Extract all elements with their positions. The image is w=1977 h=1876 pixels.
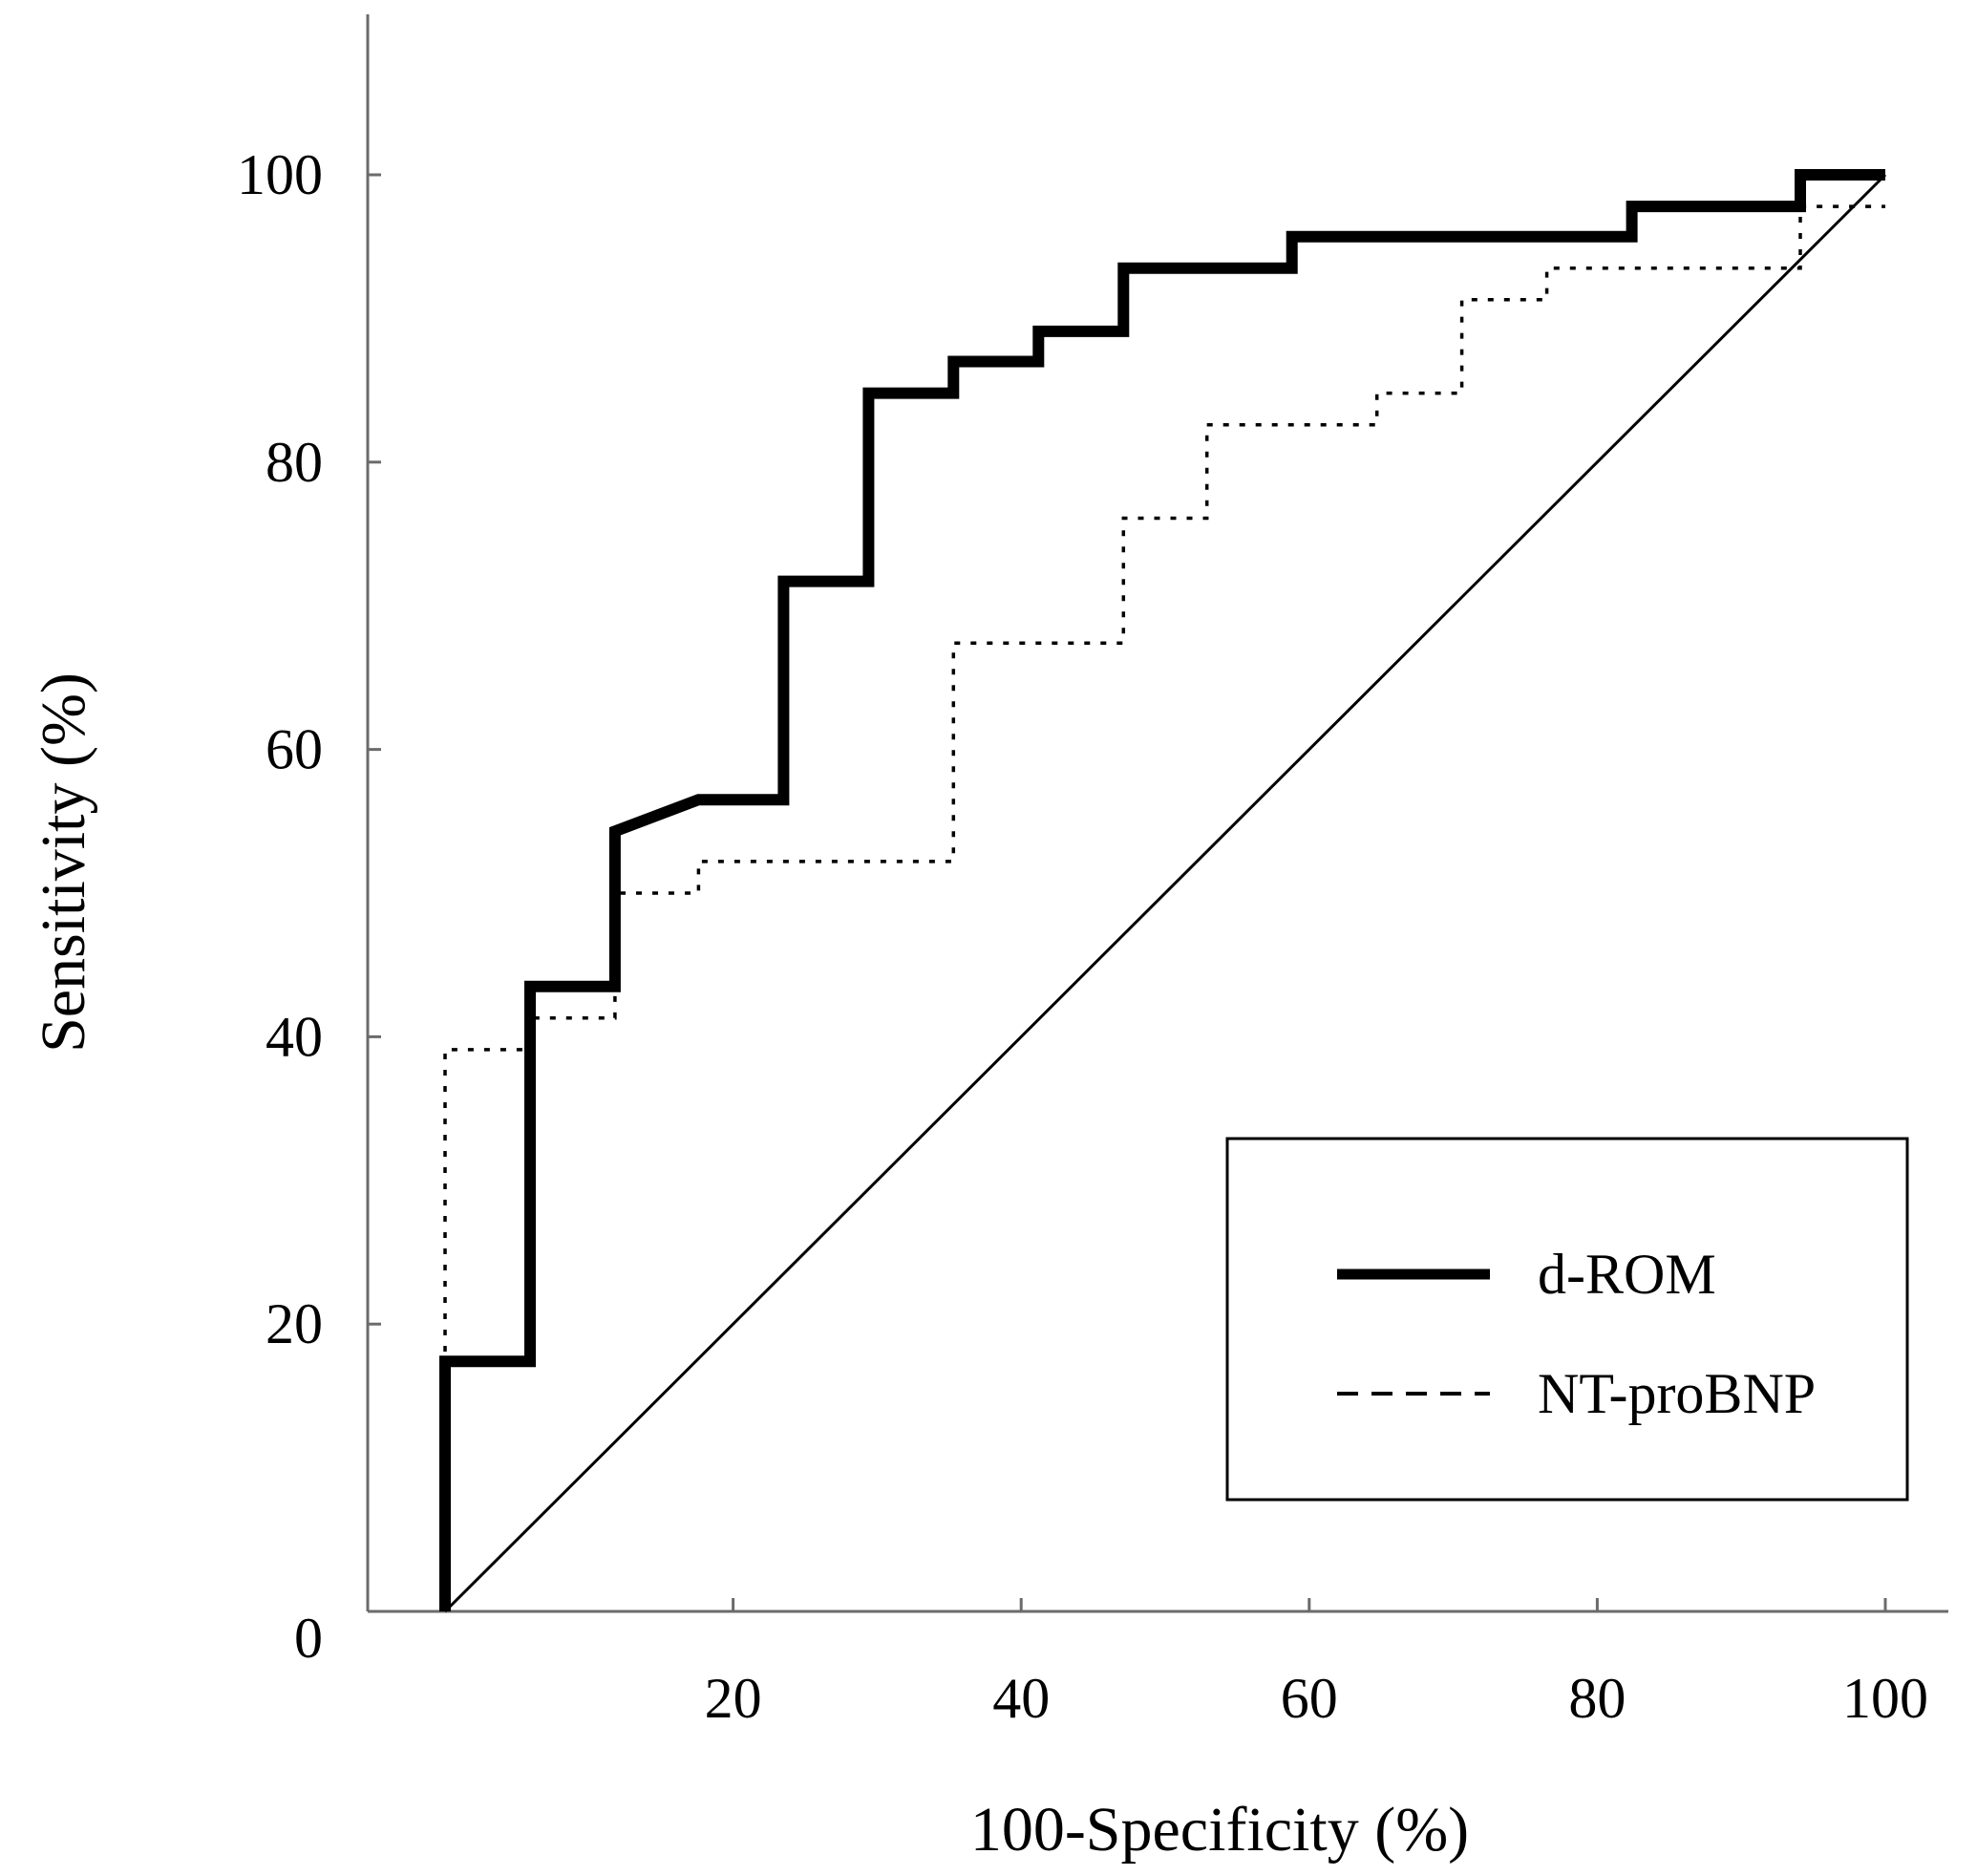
y-tick-label: 40 <box>266 1005 323 1068</box>
x-axis-title: 100-Specificity (%) <box>970 1795 1469 1865</box>
legend-label-d-rom: d-ROM <box>1538 1243 1716 1306</box>
x-tick-label: 100 <box>1842 1667 1928 1730</box>
x-tick-label: 80 <box>1568 1667 1626 1730</box>
series-layer <box>439 169 1887 1613</box>
series-line-reference <box>443 173 1887 1613</box>
series-line-d-rom <box>439 169 1885 1611</box>
y-axis-title: Sensitivity (%) <box>29 672 98 1053</box>
legend-label-nt-probnp: NT-proBNP <box>1538 1362 1816 1425</box>
x-ticks: 20 40 60 80 100 <box>705 1598 1928 1730</box>
y-tick-label: 20 <box>266 1292 323 1355</box>
x-tick-label: 20 <box>705 1667 762 1730</box>
x-tick-label: 60 <box>1281 1667 1338 1730</box>
y-tick-label: 100 <box>237 143 323 206</box>
y-tick-label: 60 <box>266 718 323 781</box>
y-tick-label: 0 <box>294 1607 323 1670</box>
series-line-nt-probnp <box>443 204 1885 1611</box>
axes: 0 20 40 60 80 100 20 40 60 80 100 <box>237 14 1948 1730</box>
legend-box <box>1225 1137 1909 1502</box>
x-tick-label: 40 <box>992 1667 1050 1730</box>
legend: d-ROM NT-proBNP <box>1225 1137 1909 1502</box>
y-ticks: 0 20 40 60 80 100 <box>237 143 381 1670</box>
y-tick-label: 80 <box>266 431 323 494</box>
